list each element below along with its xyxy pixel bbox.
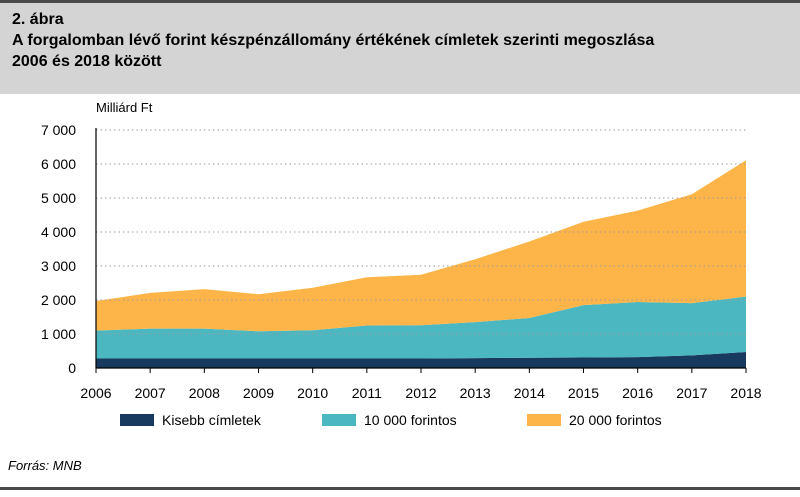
y-tick-labels: 0 1 000 2 000 3 000 4 000 5 000 6 000 7 000 [41,122,76,376]
legend-label: Kisebb címletek [162,412,261,428]
legend-item-20000: 20 000 forintos [527,412,662,428]
y-tick-label: 7 000 [41,122,76,138]
x-tick-label: 2017 [676,385,707,401]
legend-label: 20 000 forintos [569,412,662,428]
x-tick-label: 2014 [514,385,545,401]
axes [95,128,747,373]
x-tick-labels: 2006 2007 2008 2009 2010 2011 2012 2013 2014 2015… [80,385,761,401]
y-tick-label: 6 000 [41,156,76,172]
y-tick-label: 2 000 [41,292,76,308]
x-tick-label: 2010 [297,385,328,401]
area-series-0 [96,352,746,368]
y-tick-label: 3 000 [41,258,76,274]
gridlines [96,129,746,335]
legend-item-10000: 10 000 forintos [322,412,457,428]
x-tick-label: 2016 [622,385,653,401]
source-note: Forrás: MNB [8,458,82,473]
x-tick-label: 2015 [568,385,599,401]
y-unit-label: Milliárd Ft [96,100,153,115]
x-tick-label: 2007 [135,385,166,401]
area-series-1 [96,296,746,359]
x-tick-label: 2011 [352,385,382,401]
series-areas [96,160,746,368]
y-tick-label: 0 [68,360,76,376]
figure-title-line-2: 2006 és 2018 között [12,53,162,70]
legend-swatch [527,414,561,426]
y-tick-label: 1 000 [41,326,76,342]
legend-item-kisebb: Kisebb címletek [120,412,261,428]
footer-rule [0,487,800,490]
x-tick-label: 2012 [405,385,436,401]
x-tick-label: 2006 [80,385,111,401]
y-tick-label: 4 000 [41,224,76,240]
y-tick-label: 5 000 [41,190,76,206]
legend-swatch [120,414,154,426]
x-tick-label: 2009 [243,385,274,401]
area-series-2 [96,160,746,332]
legend-swatch [322,414,356,426]
legend: Kisebb címletek 10 000 forintos 20 000 f… [0,412,800,436]
figure-header: 2. ábra A forgalomban lévő forint készpé… [0,0,800,94]
legend-label: 10 000 forintos [364,412,457,428]
x-tick-label: 2013 [460,385,491,401]
figure-title-line-1: A forgalomban lévő forint készpénzállomá… [12,32,655,49]
x-tick-label: 2008 [189,385,220,401]
x-tick-label: 2018 [730,385,761,401]
figure-label: 2. ábra [12,11,64,28]
